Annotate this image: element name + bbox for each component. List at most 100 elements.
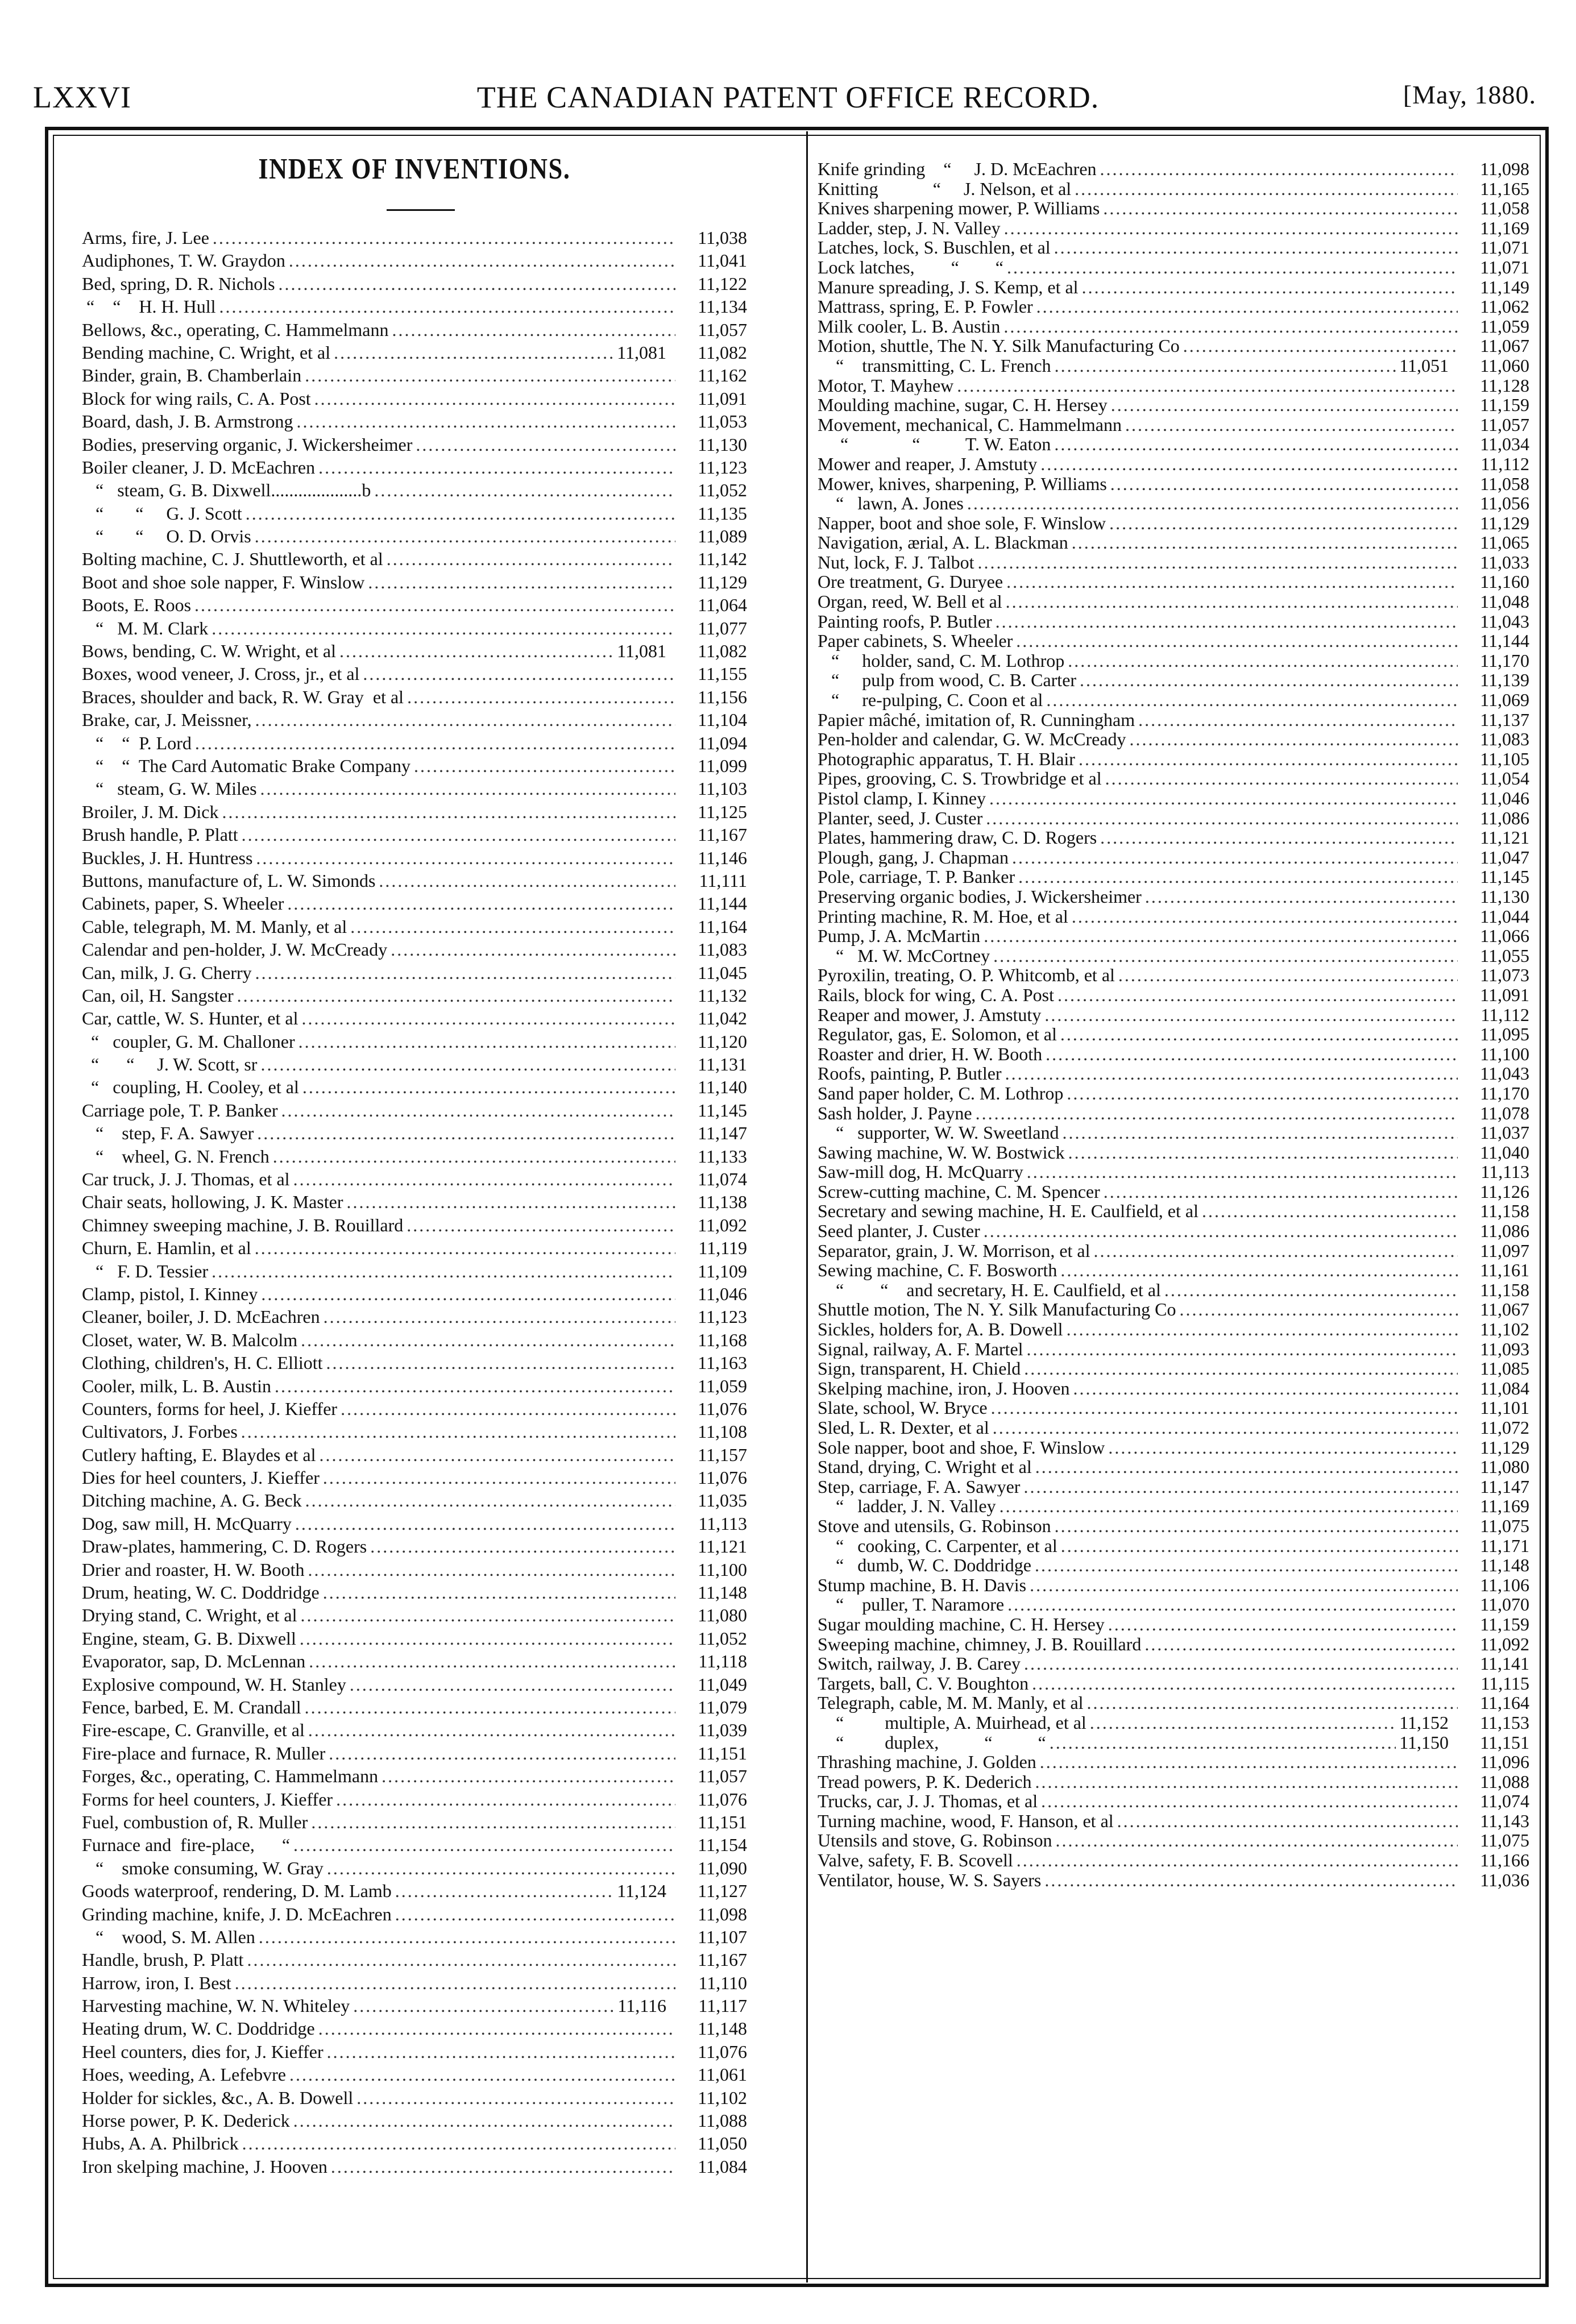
index-entry: Pole, carriage, T. P. Banker 11,145 (818, 867, 1529, 887)
entry-text: Motion, shuttle, The N. Y. Silk Manufact… (818, 336, 1180, 356)
entry-text: Hubs, A. A. Philbrick (82, 2133, 239, 2154)
patent-number: 11,115 (1480, 1673, 1529, 1694)
entry-text: Braces, shoulder and back, R. W. Gray et… (82, 686, 404, 707)
entry-text: Board, dash, J. B. Armstrong (82, 411, 293, 432)
index-entry: Dog, saw mill, H. McQuarry 11,113 (82, 1512, 747, 1535)
dot-leader (996, 612, 1458, 632)
dot-leader (986, 808, 1458, 828)
index-entry: Screw-cutting machine, C. M. Spencer 11,1… (818, 1182, 1529, 1202)
patent-number: 11,106 (1480, 1575, 1529, 1595)
index-entry: Fire-place and furnace, R. Muller 11,151 (82, 1742, 747, 1765)
entry-text: Harrow, iron, I. Best (82, 1972, 231, 1993)
dot-leader (301, 1329, 675, 1351)
patent-number: 11,044 (1480, 906, 1529, 927)
index-entry: Goods waterproof, rendering, D. M. Lamb 1… (82, 1879, 747, 1902)
patent-number: 11,117 (698, 1995, 747, 2016)
dot-leader (1067, 1319, 1458, 1339)
entry-text: “ puller, T. Naramore (818, 1595, 1005, 1615)
entry-text: Paper cabinets, S. Wheeler (818, 631, 1013, 651)
dot-leader (1072, 907, 1458, 927)
dot-leader (300, 1627, 675, 1650)
dot-leader (211, 617, 675, 640)
patent-number: 11,156 (698, 686, 747, 707)
index-entry: Boiler cleaner, J. D. McEachren 11,123 (82, 456, 747, 479)
patent-number: 11,103 (698, 778, 747, 799)
patent-number: 11,119 (698, 1238, 747, 1259)
patent-number: 11,141 (1480, 1654, 1529, 1674)
index-entry: Sled, L. R. Dexter, et al 11,072 (818, 1418, 1529, 1438)
patent-number: 11,126 (1480, 1181, 1529, 1202)
entry-text: “ cooking, C. Carpenter, et al (818, 1536, 1057, 1556)
patent-number: 11,131 (698, 1054, 747, 1075)
entry-text: “ dumb, W. C. Doddridge (818, 1555, 1031, 1575)
entry-text: “ “ T. W. Eaton (818, 434, 1051, 454)
patent-number: 11,167 (698, 824, 747, 845)
dot-leader (1105, 769, 1458, 789)
dot-leader (1046, 1044, 1458, 1064)
dot-leader (395, 1903, 675, 1925)
entry-text: Stand, drying, C. Wright et al (818, 1457, 1032, 1477)
right-column: Knife grinding “ J. D. McEachren11,098Kn… (818, 159, 1529, 1890)
page-number: LXXVI (33, 80, 131, 114)
dot-leader (323, 1581, 675, 1604)
entry-text: Fuel, combustion of, R. Muller (82, 1811, 308, 1832)
entry-text: Knife grinding “ J. D. McEachren (818, 159, 1097, 179)
patent-number: 11,076 (698, 1398, 747, 1419)
patent-number: 11,046 (1480, 789, 1529, 808)
dot-leader (991, 1398, 1458, 1418)
index-entry: Cooler, milk, L. B. Austin 11,059 (82, 1375, 747, 1397)
index-entry: Sawing machine, W. W. Bostwick 11,040 (818, 1143, 1529, 1163)
dot-leader (374, 479, 675, 501)
dot-leader (308, 1558, 675, 1581)
index-entry: Sign, transparent, H. Chield 11,085 (818, 1359, 1529, 1379)
entry-text: Manure spreading, J. S. Kemp, et al (818, 277, 1079, 297)
dot-leader (1104, 1182, 1458, 1202)
dot-leader (1090, 1713, 1396, 1733)
index-entry: Pipes, grooving, C. S. Trowbridge et al 1… (818, 769, 1529, 789)
entry-text: “ wood, S. M. Allen (82, 1926, 255, 1947)
dot-leader (237, 984, 675, 1007)
issue-date: [May, 1880. (1403, 80, 1536, 109)
patent-number: 11,164 (1480, 1693, 1529, 1713)
patent-number: 11,076 (698, 1467, 747, 1488)
entry-text: Binder, grain, B. Chamberlain (82, 365, 302, 386)
index-entry: Movement, mechanical, C. Hammelmann 11,05… (818, 415, 1529, 435)
index-entry: “ lawn, A. Jones 11,056 (818, 493, 1529, 513)
entry-text: Seed planter, J. Custer (818, 1221, 980, 1241)
dot-leader (339, 640, 613, 662)
entry-text: Explosive compound, W. H. Stanley (82, 1674, 346, 1695)
index-entry: “ “ P. Lord 11,094 (82, 732, 747, 754)
patent-number: 11,122 (698, 273, 747, 294)
entry-text: Regulator, gas, E. Solomon, et al (818, 1024, 1057, 1044)
index-entry: Drying stand, C. Wright, et al 11,080 (82, 1604, 747, 1626)
index-entry: “ M. M. Clark 11,077 (82, 617, 747, 640)
dot-leader (293, 1168, 675, 1190)
index-entry: Boots, E. Roos 11,064 (82, 594, 747, 616)
patent-number: 11,112 (1480, 1005, 1529, 1025)
index-entry: “ coupler, G. M. Challoner 11,120 (82, 1030, 747, 1053)
index-entry: Mower, knives, sharpening, P. Williams 11… (818, 474, 1529, 494)
entry-text: Counters, forms for heel, J. Kieffer (82, 1398, 338, 1419)
entry-text: Slate, school, W. Bryce (818, 1398, 988, 1418)
dot-leader (350, 915, 675, 938)
patent-number: 11,159 (1480, 1614, 1529, 1634)
dot-leader (967, 493, 1458, 513)
index-entry: Knitting “ J. Nelson, et al 11,165 (818, 179, 1529, 199)
entry-text: “ smoke consuming, W. Gray (82, 1857, 324, 1878)
index-entry: Binder, grain, B. Chamberlain 11,162 (82, 364, 747, 387)
entry-text: Drier and roaster, H. W. Booth (82, 1559, 305, 1580)
dot-leader (381, 1765, 675, 1787)
index-entry: Navigation, ærial, A. L. Blackman 11,065 (818, 533, 1529, 553)
patent-number: 11,147 (1480, 1476, 1529, 1497)
dot-leader (295, 1512, 675, 1535)
index-entry: “ smoke consuming, W. Gray 11,090 (82, 1857, 747, 1879)
entry-text: “ re-pulping, C. Coon et al (818, 690, 1043, 710)
patent-number: 11,095 (1480, 1024, 1529, 1044)
patent-number: 11,088 (1480, 1771, 1529, 1792)
entry-text: Clothing, children's, H. C. Elliott (82, 1352, 323, 1373)
index-entry: Fuel, combustion of, R. Muller 11,151 (82, 1811, 747, 1833)
dot-leader (1046, 690, 1458, 710)
patent-number: 11,080 (698, 1605, 747, 1626)
entry-text: Knives sharpening mower, P. Williams (818, 198, 1100, 218)
index-entry: Boot and shoe sole napper, F. Winslow 11,… (82, 571, 747, 594)
